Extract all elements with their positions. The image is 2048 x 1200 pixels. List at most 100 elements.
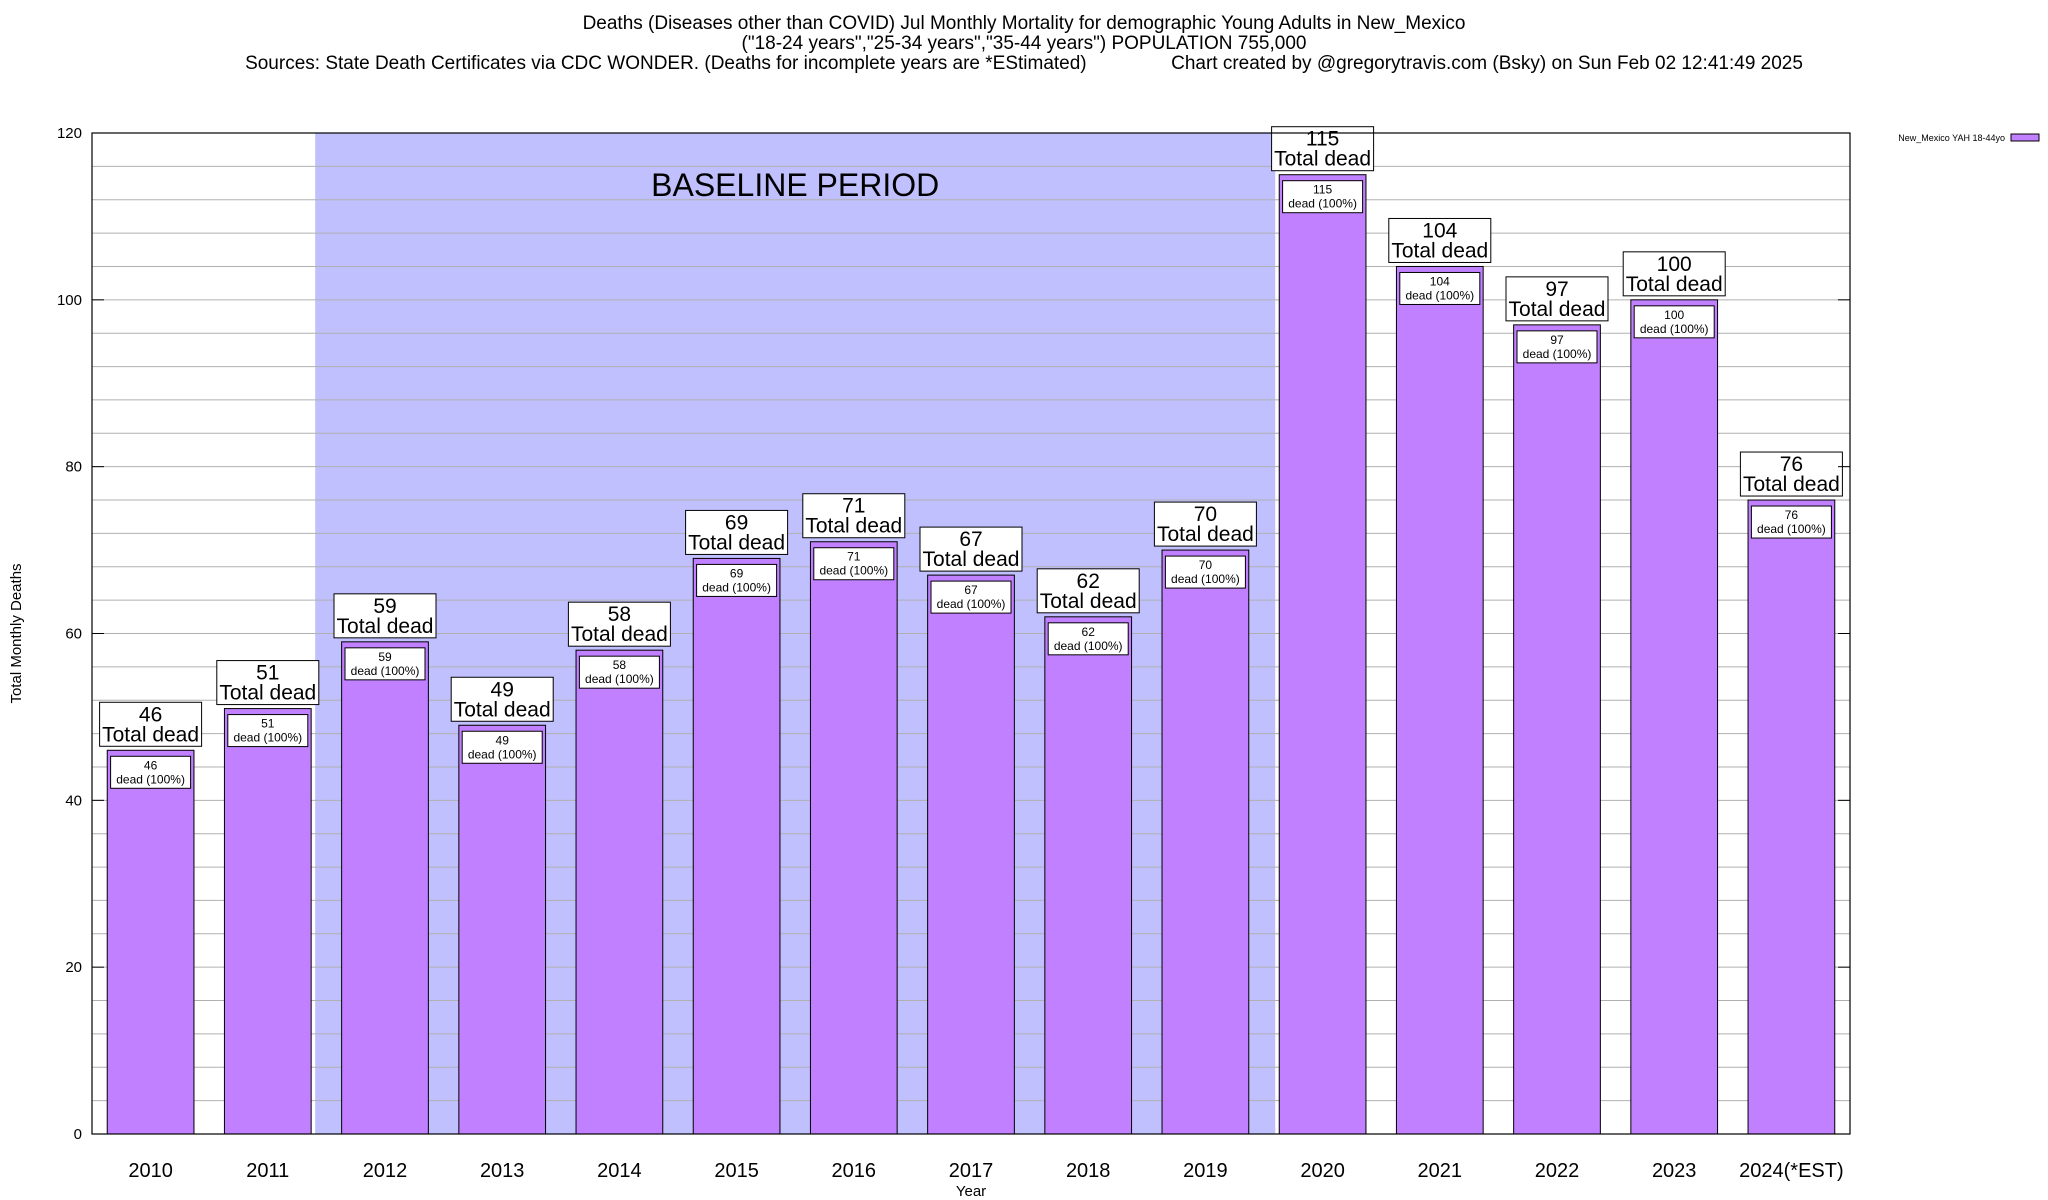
chart-title: Deaths (Diseases other than COVID) Jul M… xyxy=(582,13,1466,34)
y-tick-label: 0 xyxy=(74,1126,82,1143)
bar-total-label-box xyxy=(1505,276,1609,322)
bar-total-label: Total dead xyxy=(102,723,199,746)
bar-inner-label-box xyxy=(1633,305,1715,339)
bar-total-label: Total dead xyxy=(1626,273,1723,296)
bar-total-value: 76 xyxy=(1780,453,1803,476)
x-tick-label: 2015 xyxy=(714,1160,759,1182)
bar-inner-value: 104 xyxy=(1430,274,1450,288)
bar-inner-label-box xyxy=(1516,330,1598,364)
chart-subtitle: ("18-24 years","25-34 years","35-44 year… xyxy=(741,33,1307,54)
bar-total-label: Total dead xyxy=(1157,523,1254,546)
bar-total-value: 46 xyxy=(139,703,162,726)
x-tick-label: 2024(*EST) xyxy=(1739,1160,1844,1182)
bar-inner-value: 51 xyxy=(261,717,275,731)
x-tick-label: 2023 xyxy=(1652,1160,1697,1182)
bar-inner-value: 58 xyxy=(613,658,627,672)
bar-total-label-box xyxy=(1271,126,1375,172)
x-tick-label: 2019 xyxy=(1183,1160,1228,1182)
bar-inner-label-box xyxy=(1282,180,1364,214)
x-axis-label: Year xyxy=(956,1183,986,1200)
bar-total-label-box xyxy=(1153,501,1257,547)
bar xyxy=(1161,549,1250,1135)
bar-inner-value: 69 xyxy=(730,566,744,580)
bar-inner-label: dead (100%) xyxy=(468,747,537,761)
bar-inner-label: dead (100%) xyxy=(937,597,1006,611)
bar xyxy=(341,641,429,1135)
bar xyxy=(1395,265,1484,1135)
bar-total-label-box xyxy=(1739,451,1843,497)
bar-inner-label-box xyxy=(227,714,309,748)
bar-total-label: Total dead xyxy=(1509,298,1606,321)
bar-inner-label-box xyxy=(1399,271,1481,305)
bar-total-label: Total dead xyxy=(454,698,551,721)
bar-inner-value: 49 xyxy=(496,733,510,747)
y-tick-label: 20 xyxy=(65,959,82,976)
legend-layer: New_Mexico YAH 18-44yo xyxy=(1898,133,2040,143)
bar-inner-label: dead (100%) xyxy=(1405,288,1474,302)
bar-total-label-box xyxy=(1388,217,1492,263)
bar-total-label-box xyxy=(919,526,1023,572)
bar xyxy=(1630,299,1719,1135)
bar-inner-label-box xyxy=(930,580,1012,614)
bar-total-value: 59 xyxy=(373,595,396,618)
x-tick-label: 2014 xyxy=(597,1160,642,1182)
bar xyxy=(1278,174,1367,1135)
bar xyxy=(1747,499,1836,1135)
bar-inner-label-box xyxy=(110,755,192,789)
bar-inner-label: dead (100%) xyxy=(702,580,771,594)
bar-total-value: 58 xyxy=(608,603,631,626)
bar-inner-label: dead (100%) xyxy=(1171,572,1240,586)
bar-total-label: Total dead xyxy=(1391,239,1488,262)
x-tick-label: 2011 xyxy=(246,1160,289,1182)
bar-inner-value: 100 xyxy=(1664,308,1684,322)
bar-inner-label: dead (100%) xyxy=(1288,197,1357,211)
bar-total-label: Total dead xyxy=(1743,473,1840,496)
bar-inner-value: 76 xyxy=(1785,508,1799,522)
bar-total-label-box xyxy=(99,701,203,747)
bar-total-label: Total dead xyxy=(219,682,316,705)
bar xyxy=(1513,324,1601,1135)
bar-inner-label-box xyxy=(1047,622,1129,656)
y-axis-label: Total Monthly Deaths xyxy=(8,563,25,703)
bar-inner-label-box xyxy=(1164,555,1246,589)
bar-total-label-box xyxy=(450,676,554,722)
bar-inner-value: 46 xyxy=(144,758,158,772)
bar-total-value: 71 xyxy=(842,495,865,518)
x-tick-label: 2017 xyxy=(949,1160,994,1182)
bar-inner-label: dead (100%) xyxy=(233,731,302,745)
axes-layer: 2010 2011 2012 2013 2014 2015 2016 2017 2018 2019… xyxy=(8,125,1851,1200)
chart-sources-line: Sources: State Death Certificates via CD… xyxy=(245,53,1803,74)
bar-inner-value: 59 xyxy=(378,650,392,664)
bar xyxy=(223,708,312,1135)
x-tick-label: 2010 xyxy=(128,1160,173,1182)
bar-total-label-box xyxy=(333,593,437,639)
bar-total-label: Total dead xyxy=(337,615,434,638)
bar-total-label-box xyxy=(685,509,789,555)
bar xyxy=(575,649,664,1135)
bar-inner-label-box xyxy=(461,730,543,764)
legend-entry-label: New_Mexico YAH 18-44yo xyxy=(1898,133,2005,143)
bar-inner-label: dead (100%) xyxy=(1523,347,1592,361)
x-tick-label: 2012 xyxy=(363,1160,408,1182)
bar-total-value: 62 xyxy=(1077,570,1100,593)
bar-total-label: Total dead xyxy=(923,548,1020,571)
x-tick-label: 2020 xyxy=(1300,1160,1345,1182)
bar xyxy=(1044,616,1133,1135)
bar-total-label: Total dead xyxy=(805,515,902,538)
bar xyxy=(927,574,1015,1135)
bar-inner-label: dead (100%) xyxy=(116,772,185,786)
baseline-period-label: BASELINE PERIOD xyxy=(651,167,939,203)
bar-total-value: 69 xyxy=(725,511,748,534)
y-tick-label: 40 xyxy=(65,792,82,809)
bar-total-value: 104 xyxy=(1422,219,1457,242)
x-tick-label: 2013 xyxy=(480,1160,525,1182)
bar-total-value: 97 xyxy=(1545,278,1568,301)
bar-inner-label-box xyxy=(696,563,778,597)
bar-total-label-box xyxy=(802,493,906,539)
bar-inner-value: 71 xyxy=(847,550,861,564)
bar-inner-value: 115 xyxy=(1313,183,1332,197)
x-tick-label: 2022 xyxy=(1535,1160,1580,1182)
bar xyxy=(692,557,781,1135)
